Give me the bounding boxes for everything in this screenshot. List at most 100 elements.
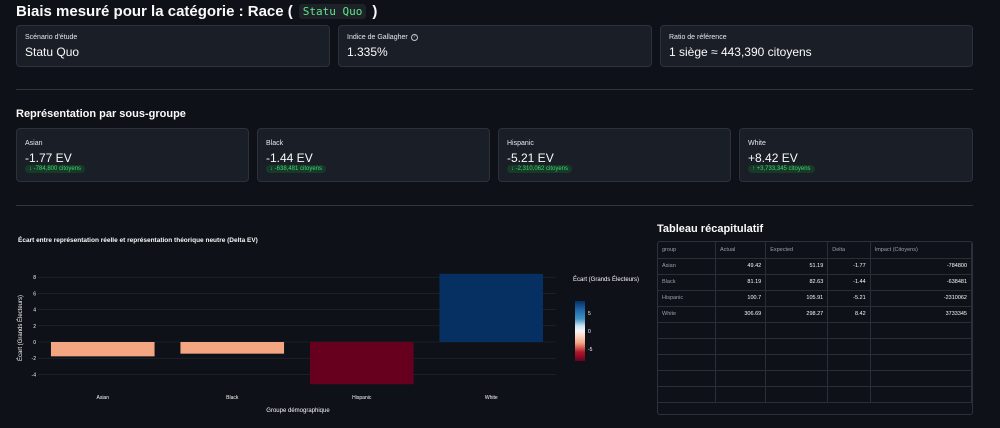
subgroup-value: -1.44 EV bbox=[266, 151, 313, 165]
x-tick-label: White bbox=[485, 395, 498, 401]
metric-value: 1 siège ≈ 443,390 citoyens bbox=[669, 45, 812, 59]
table-cell: 306.69 bbox=[715, 306, 767, 323]
subgroup-card-black: Black -1.44 EV ↓ -638,481 citoyens bbox=[257, 128, 490, 182]
y-tick-labels: 8 6 4 2 0 -2 -4 bbox=[32, 275, 37, 378]
x-tick-labels: Asian Black Hispanic White bbox=[96, 395, 497, 401]
help-icon[interactable]: ? bbox=[410, 34, 418, 41]
table-cell: -784800 bbox=[870, 258, 972, 275]
table-cell: 298.27 bbox=[765, 306, 829, 323]
table-cell: -638481 bbox=[870, 274, 972, 291]
empty-row bbox=[658, 386, 972, 403]
page-title: Biais mesuré pour la catégorie : Race ( … bbox=[16, 3, 377, 20]
empty-row bbox=[658, 354, 972, 371]
bars bbox=[50, 273, 544, 385]
table-body: Asian 49.42 51.19 -1.77 -784800 Black 81.19 82.… bbox=[658, 258, 972, 403]
empty-row bbox=[658, 370, 972, 387]
metric-label: Indice de Gallagher ? bbox=[347, 34, 418, 41]
empty-cell bbox=[870, 338, 972, 355]
divider bbox=[16, 89, 973, 90]
y-tick-label: -4 bbox=[32, 372, 37, 378]
table-cell: 81.19 bbox=[715, 274, 767, 291]
table-cell: Hispanic bbox=[658, 290, 716, 307]
table-cell: 8.42 bbox=[827, 306, 871, 323]
colorbar-tick: -5 bbox=[588, 347, 593, 353]
subgroup-heading: Représentation par sous-groupe bbox=[16, 108, 186, 120]
subgroup-card-hispanic: Hispanic -5.21 EV ↓ -2,310,062 citoyens bbox=[498, 128, 731, 182]
colorbar bbox=[575, 301, 585, 361]
y-tick-label: 8 bbox=[33, 275, 36, 281]
colorbar-tick: 5 bbox=[588, 311, 591, 317]
empty-cell bbox=[827, 338, 871, 355]
empty-cell bbox=[827, 370, 871, 387]
table-cell: -5.21 bbox=[827, 290, 871, 307]
empty-cell bbox=[765, 338, 829, 355]
chart-title: Écart entre représentation réelle et rep… bbox=[18, 237, 258, 244]
bar-black[interactable] bbox=[180, 342, 285, 354]
empty-cell bbox=[658, 338, 716, 355]
y-tick-label: -2 bbox=[32, 356, 37, 362]
x-tick-label: Hispanic bbox=[352, 395, 372, 401]
empty-cell bbox=[715, 370, 767, 387]
colorbar-tick: 0 bbox=[588, 329, 591, 335]
empty-cell bbox=[827, 354, 871, 371]
metric-label-text: Indice de Gallagher bbox=[347, 34, 408, 41]
table-cell: 51.19 bbox=[765, 258, 829, 275]
delta-badge: ↓ -784,800 citoyens bbox=[25, 165, 86, 173]
subgroup-label: Asian bbox=[25, 140, 43, 147]
subgroup-value: -5.21 EV bbox=[507, 151, 554, 165]
table-row[interactable]: White 306.69 298.27 8.42 3733345 bbox=[658, 306, 972, 323]
delta-badge: ↑ +3,733,345 citoyens bbox=[748, 165, 815, 173]
x-axis-label: Groupe démographique bbox=[266, 408, 330, 414]
table-row[interactable]: Hispanic 100.7 105.91 -5.21 -2310062 bbox=[658, 290, 972, 307]
table-cell: -1.77 bbox=[827, 258, 871, 275]
empty-cell bbox=[870, 354, 972, 371]
empty-cell bbox=[870, 386, 972, 403]
empty-cell bbox=[765, 322, 829, 339]
empty-cell bbox=[658, 370, 716, 387]
y-axis-label: Écart (Grands Électeurs) bbox=[17, 295, 24, 361]
column-header[interactable]: Expected bbox=[765, 242, 829, 259]
table-cell: Asian bbox=[658, 258, 716, 275]
table-cell: 82.63 bbox=[765, 274, 829, 291]
table-cell: 3733345 bbox=[870, 306, 972, 323]
colorbar-ticks: 5 0 -5 bbox=[588, 311, 593, 353]
bar-asian[interactable] bbox=[50, 342, 155, 357]
page-title-prefix: Biais mesuré pour la catégorie : Race ( bbox=[16, 3, 293, 20]
subgroup-label: Hispanic bbox=[507, 140, 534, 147]
column-header[interactable]: group bbox=[658, 242, 716, 259]
y-tick-label: 0 bbox=[33, 340, 36, 346]
column-header[interactable]: Actual bbox=[715, 242, 767, 259]
table-heading: Tableau récapitulatif bbox=[657, 223, 764, 235]
scenario-code: Statu Quo bbox=[298, 4, 367, 19]
bar-hispanic[interactable] bbox=[309, 342, 414, 385]
delta-badge: ↓ -638,481 citoyens bbox=[266, 165, 327, 173]
empty-cell bbox=[715, 338, 767, 355]
metric-value: Statu Quo bbox=[25, 45, 80, 59]
delta-ev-chart: 8 6 4 2 0 -2 -4 Asian Black Hispanic White Écart … bbox=[17, 273, 639, 414]
metric-label: Ratio de référence bbox=[669, 34, 727, 41]
empty-cell bbox=[870, 322, 972, 339]
empty-cell bbox=[658, 386, 716, 403]
empty-cell bbox=[765, 354, 829, 371]
summary-table[interactable]: group Actual Expected Delta Impact (Citoyens… bbox=[657, 241, 973, 415]
empty-cell bbox=[827, 386, 871, 403]
empty-cell bbox=[715, 322, 767, 339]
table-row[interactable]: Asian 49.42 51.19 -1.77 -784800 bbox=[658, 258, 972, 275]
table-cell: 49.42 bbox=[715, 258, 767, 275]
bar-white[interactable] bbox=[439, 273, 544, 342]
empty-cell bbox=[765, 370, 829, 387]
divider bbox=[16, 205, 973, 206]
empty-cell bbox=[870, 370, 972, 387]
y-tick-label: 6 bbox=[33, 291, 36, 297]
column-header[interactable]: Delta bbox=[827, 242, 871, 259]
y-tick-label: 4 bbox=[33, 308, 36, 314]
delta-badge: ↓ -2,310,062 citoyens bbox=[507, 165, 573, 173]
metric-scenario: Scénario d'étude Statu Quo bbox=[16, 25, 330, 67]
table-row[interactable]: Black 81.19 82.63 -1.44 -638481 bbox=[658, 274, 972, 291]
metric-value: 1.335% bbox=[347, 45, 388, 59]
x-tick-label: Black bbox=[226, 395, 239, 401]
column-header[interactable]: Impact (Citoyens) bbox=[870, 242, 972, 259]
empty-cell bbox=[658, 354, 716, 371]
colorbar-title: Écart (Grands Électeurs) bbox=[573, 276, 639, 283]
y-tick-label: 2 bbox=[33, 324, 36, 330]
